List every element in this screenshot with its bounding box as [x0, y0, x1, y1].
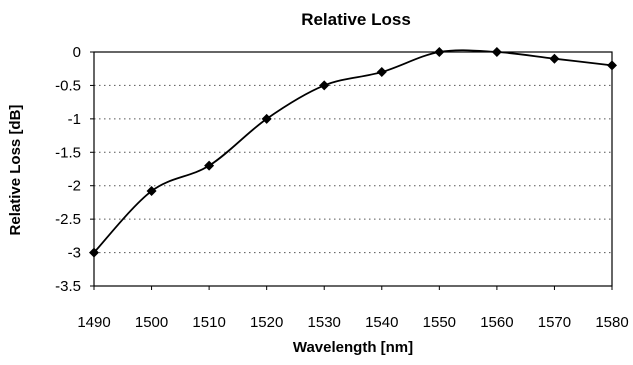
series-line [93, 49, 613, 254]
x-tick-label: 1560 [480, 314, 513, 331]
data-point-marker [491, 47, 502, 57]
x-axis-label: Wavelength [nm] [293, 339, 413, 356]
data-point-marker [89, 247, 99, 258]
x-tick-label: 1580 [595, 314, 628, 331]
y-tick-label: -2 [68, 178, 81, 195]
y-tick-label: -0.5 [55, 77, 81, 94]
data-point-marker [319, 80, 330, 91]
x-tick-label: 1550 [423, 314, 456, 331]
y-tick-label: -3.5 [55, 278, 81, 295]
y-tick-label: -3 [68, 245, 81, 262]
y-axis-label: Relative Loss [dB] [7, 105, 24, 236]
data-point-marker [549, 53, 560, 64]
axis-ticks [90, 51, 613, 290]
data-point-marker [376, 67, 387, 78]
data-point-marker [261, 113, 272, 124]
x-tick-label: 1530 [308, 314, 341, 331]
x-tick-label: 1490 [77, 314, 110, 331]
gridlines [94, 84, 612, 254]
data-point-marker [146, 186, 157, 197]
x-tick-label: 1540 [365, 314, 398, 331]
data-point-marker [434, 47, 445, 57]
data-point-marker [607, 60, 617, 71]
x-tick-label: 1500 [135, 314, 168, 331]
chart-title: Relative Loss [301, 10, 411, 29]
series-layer [89, 47, 617, 258]
y-tick-label: -1 [68, 111, 81, 128]
x-axis-tick-labels: 1490 1500 1510 1520 1530 1540 1550 1560 1570 1580 [77, 314, 628, 331]
y-axis-tick-labels: 0 -0.5 -1 -1.5 -2 -2.5 -3 -3.5 [55, 44, 81, 295]
plot-area [93, 51, 613, 287]
y-tick-label: -1.5 [55, 144, 81, 161]
x-tick-label: 1570 [538, 314, 571, 331]
x-tick-label: 1520 [250, 314, 283, 331]
data-point-marker [204, 160, 215, 171]
y-tick-label: 0 [73, 44, 81, 61]
y-tick-label: -2.5 [55, 211, 81, 228]
x-tick-label: 1510 [192, 314, 225, 331]
